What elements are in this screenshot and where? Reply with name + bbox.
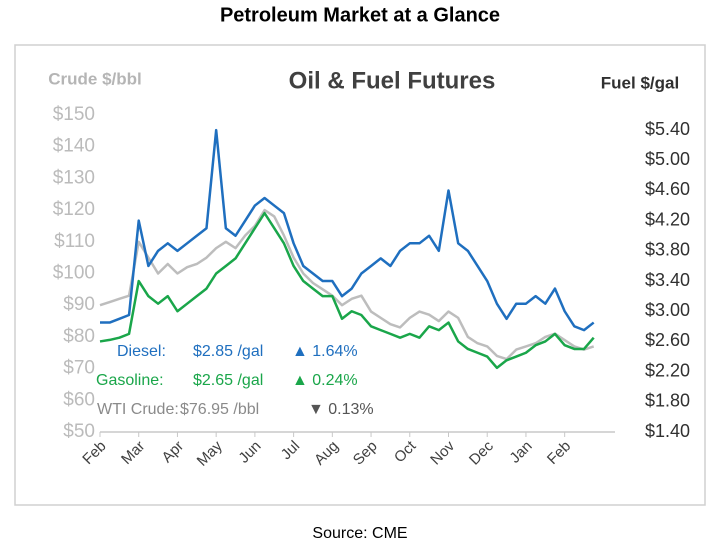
y2-axis-label: Fuel $/gal	[601, 73, 679, 92]
y-tick-label: $110	[54, 231, 95, 252]
annotation-change: ▲ 0.24%	[292, 372, 358, 389]
y-tick-label: $60	[63, 389, 95, 410]
annotation-label: Gasoline:	[96, 372, 164, 389]
data-line	[99, 208, 595, 361]
annotation-price: $2.85 /gal	[193, 343, 263, 360]
y2-tick-label: $1.40	[645, 421, 690, 441]
annotation-price: $76.95 /bbl	[180, 401, 259, 418]
y2-tick-label: $2.20	[645, 360, 690, 380]
y2-tick-label: $2.60	[645, 330, 690, 350]
y2-tick-label: $3.40	[645, 270, 690, 290]
y2-tick-label: $4.20	[645, 209, 690, 229]
y2-tick-label: $4.60	[645, 179, 690, 199]
source-note: Source: CME	[312, 525, 407, 542]
y-tick-label: $50	[63, 421, 95, 442]
chart-title: Oil & Fuel Futures	[289, 67, 496, 94]
data-line	[99, 211, 595, 370]
y2-tick-label: $3.00	[645, 300, 690, 320]
y2-tick-label: $5.40	[645, 119, 690, 139]
y-tick-label: $150	[53, 104, 95, 125]
y-tick-label: $100	[53, 263, 95, 284]
page-title: Petroleum Market at a Glance	[220, 4, 500, 26]
y-axis-label: Crude $/bbl	[48, 69, 142, 88]
y2-tick-label: $5.00	[645, 149, 690, 169]
y-tick-label: $80	[63, 326, 95, 347]
annotation-change: ▲ 1.64%	[292, 343, 358, 360]
annotation-label: Diesel:	[117, 343, 166, 360]
y-tick-label: $120	[53, 199, 95, 220]
y-tick-label: $90	[63, 294, 95, 315]
data-line	[100, 128, 595, 332]
annotation-change: ▼ 0.13%	[308, 401, 374, 418]
y2-tick-label: $1.80	[645, 391, 690, 411]
y-tick-label: $70	[63, 358, 95, 379]
y-tick-label: $140	[53, 136, 95, 157]
y-tick-label: $130	[53, 167, 95, 188]
annotation-price: $2.65 /gal	[193, 372, 263, 389]
y2-tick-label: $3.80	[645, 240, 690, 260]
annotation-label: WTI Crude:	[97, 401, 179, 418]
